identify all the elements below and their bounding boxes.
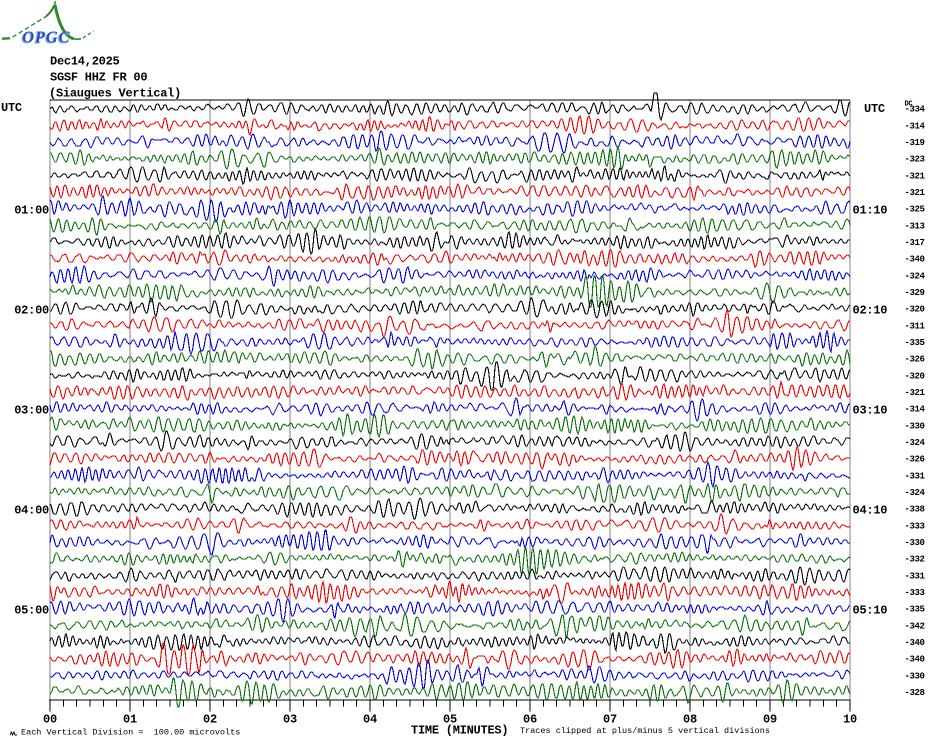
- svg-text:-324: -324: [905, 488, 926, 498]
- svg-text:OPGC: OPGC: [21, 29, 69, 48]
- svg-text:-326: -326: [905, 455, 925, 465]
- svg-text:UTC: UTC: [864, 102, 885, 116]
- svg-text:-320: -320: [905, 305, 925, 315]
- svg-text:Dec14,2025: Dec14,2025: [50, 55, 120, 69]
- svg-text:OPGC: OPGC: [22, 27, 70, 46]
- svg-text:02: 02: [203, 713, 217, 727]
- svg-text:08: 08: [683, 713, 697, 727]
- svg-text:-330: -330: [905, 538, 925, 548]
- svg-text:(Siaugues Vertical): (Siaugues Vertical): [49, 87, 181, 101]
- svg-text:-338: -338: [905, 505, 925, 515]
- svg-text:UTC: UTC: [1, 101, 22, 115]
- svg-text:-329: -329: [905, 288, 925, 298]
- svg-text:Each Vertical Division = 100.: Each Vertical Division = 100.00 microvol…: [21, 728, 240, 738]
- svg-text:05:00: 05:00: [14, 604, 49, 618]
- svg-text:-340: -340: [905, 638, 925, 648]
- svg-text:-330: -330: [905, 671, 925, 681]
- svg-text:05:10: 05:10: [853, 604, 888, 618]
- svg-text:-335: -335: [905, 605, 925, 615]
- svg-text:09: 09: [763, 713, 777, 727]
- svg-text:10: 10: [843, 713, 857, 727]
- svg-text:07: 07: [603, 713, 617, 727]
- svg-text:-331: -331: [905, 471, 926, 481]
- svg-text:-324: -324: [905, 271, 926, 281]
- svg-text:04:00: 04:00: [14, 504, 49, 518]
- svg-text:-324: -324: [905, 438, 926, 448]
- svg-text:-320: -320: [905, 371, 925, 381]
- svg-text:04:10: 04:10: [853, 504, 888, 518]
- svg-text:02:00: 02:00: [14, 304, 49, 318]
- svg-text:-331: -331: [905, 571, 926, 581]
- svg-text:-340: -340: [905, 655, 925, 665]
- svg-text:-319: -319: [905, 138, 925, 148]
- svg-text:01:10: 01:10: [853, 204, 888, 218]
- svg-text:04: 04: [363, 713, 377, 727]
- svg-text:-311: -311: [905, 321, 926, 331]
- svg-text:-332: -332: [905, 555, 925, 565]
- svg-text:03: 03: [283, 713, 297, 727]
- svg-text:DC: DC: [905, 101, 913, 109]
- svg-text:-333: -333: [905, 521, 925, 531]
- svg-text:01:00: 01:00: [14, 204, 49, 218]
- svg-text:TIME (MINUTES): TIME (MINUTES): [411, 724, 508, 738]
- svg-text:-321: -321: [905, 388, 926, 398]
- svg-text:-340: -340: [905, 255, 925, 265]
- svg-text:-321: -321: [905, 171, 926, 181]
- svg-text:-333: -333: [905, 588, 925, 598]
- svg-text:-313: -313: [905, 221, 925, 231]
- svg-text:06: 06: [523, 713, 537, 727]
- svg-text:-328: -328: [905, 688, 925, 698]
- svg-text:-321: -321: [905, 188, 926, 198]
- svg-text:-323: -323: [905, 155, 925, 165]
- svg-text:-335: -335: [905, 338, 925, 348]
- svg-text:01: 01: [123, 713, 137, 727]
- svg-text:-325: -325: [905, 205, 925, 215]
- svg-text:Traces clipped at plus/minus 5: Traces clipped at plus/minus 5 vertical …: [520, 726, 770, 736]
- svg-text:-330: -330: [905, 421, 925, 431]
- svg-text:03:10: 03:10: [853, 404, 888, 418]
- svg-text:-317: -317: [905, 238, 925, 248]
- svg-text:05: 05: [443, 713, 457, 727]
- svg-text:-342: -342: [905, 621, 925, 631]
- svg-text:00: 00: [43, 713, 57, 727]
- svg-text:SGSF HHZ FR 00: SGSF HHZ FR 00: [50, 71, 147, 85]
- svg-text:02:10: 02:10: [853, 304, 888, 318]
- svg-text:-334: -334: [905, 105, 926, 115]
- svg-text:-326: -326: [905, 355, 925, 365]
- svg-text:-314: -314: [905, 121, 926, 131]
- svg-text:03:00: 03:00: [14, 404, 49, 418]
- svg-text:-314: -314: [905, 405, 926, 415]
